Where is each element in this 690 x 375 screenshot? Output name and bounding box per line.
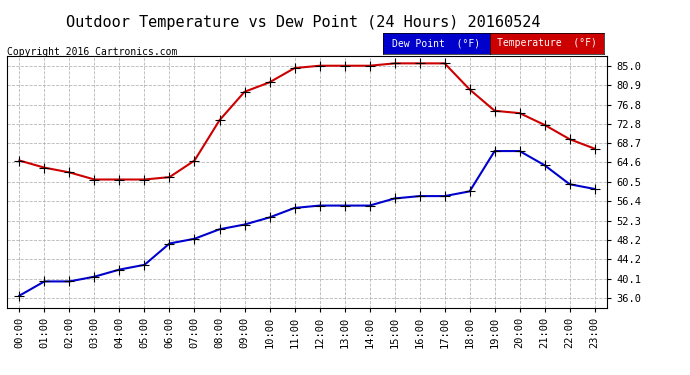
Text: Dew Point  (°F): Dew Point (°F) [393, 39, 480, 48]
Text: Outdoor Temperature vs Dew Point (24 Hours) 20160524: Outdoor Temperature vs Dew Point (24 Hou… [66, 15, 541, 30]
Text: Copyright 2016 Cartronics.com: Copyright 2016 Cartronics.com [7, 47, 177, 57]
Text: Temperature  (°F): Temperature (°F) [497, 39, 597, 48]
